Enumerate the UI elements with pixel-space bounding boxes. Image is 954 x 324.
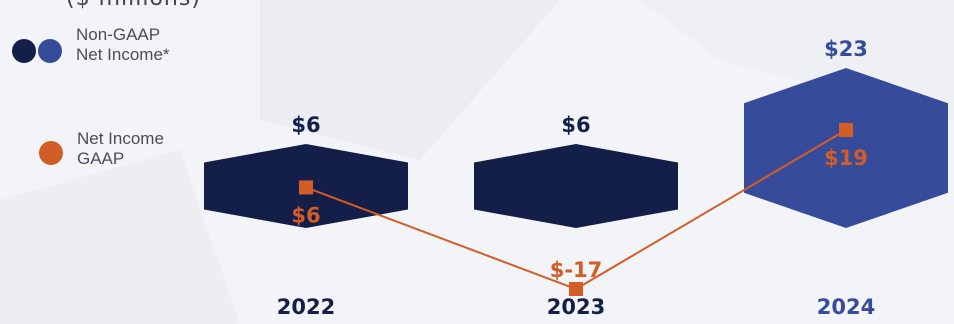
gaap-point-2023	[569, 282, 583, 296]
non-gaap-value-label: $6	[561, 113, 590, 137]
non-gaap-value-label: $6	[291, 113, 320, 137]
bar-hexagon-2023	[474, 144, 678, 228]
gaap-value-label: $-17	[550, 258, 603, 282]
gaap-point-2022	[299, 180, 313, 194]
gaap-point-2024	[839, 123, 853, 137]
x-tick-label-2022: 2022	[277, 295, 335, 319]
gaap-value-label: $6	[291, 203, 320, 227]
gaap-value-label: $19	[824, 146, 868, 170]
non-gaap-value-label: $23	[824, 37, 868, 61]
x-tick-label-2023: 2023	[547, 295, 605, 319]
x-tick-label-2024: 2024	[817, 295, 875, 319]
